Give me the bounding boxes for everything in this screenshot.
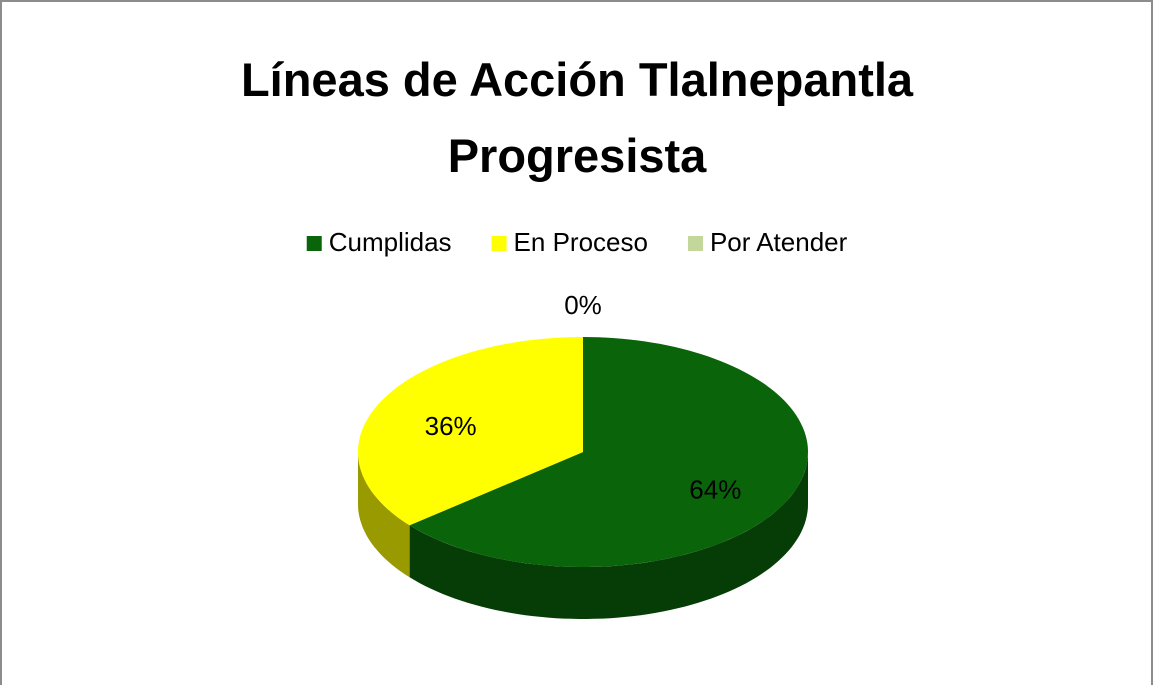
legend-label: Cumplidas [329, 227, 452, 257]
slice [358, 337, 583, 526]
legend-swatch [491, 236, 507, 251]
slice-side [358, 452, 410, 578]
legend-label: Por Atender [710, 227, 848, 257]
slice [409, 337, 808, 567]
legend-swatch [687, 236, 703, 251]
slice-side [409, 452, 808, 619]
data-label: 64% [689, 475, 741, 505]
legend-label: En Proceso [514, 227, 648, 257]
chart-title: Líneas de Acción Tlalnepantla Progresist… [240, 53, 914, 182]
data-label: 0% [564, 290, 602, 320]
data-label: 36% [425, 411, 477, 441]
legend-swatch [306, 236, 322, 251]
